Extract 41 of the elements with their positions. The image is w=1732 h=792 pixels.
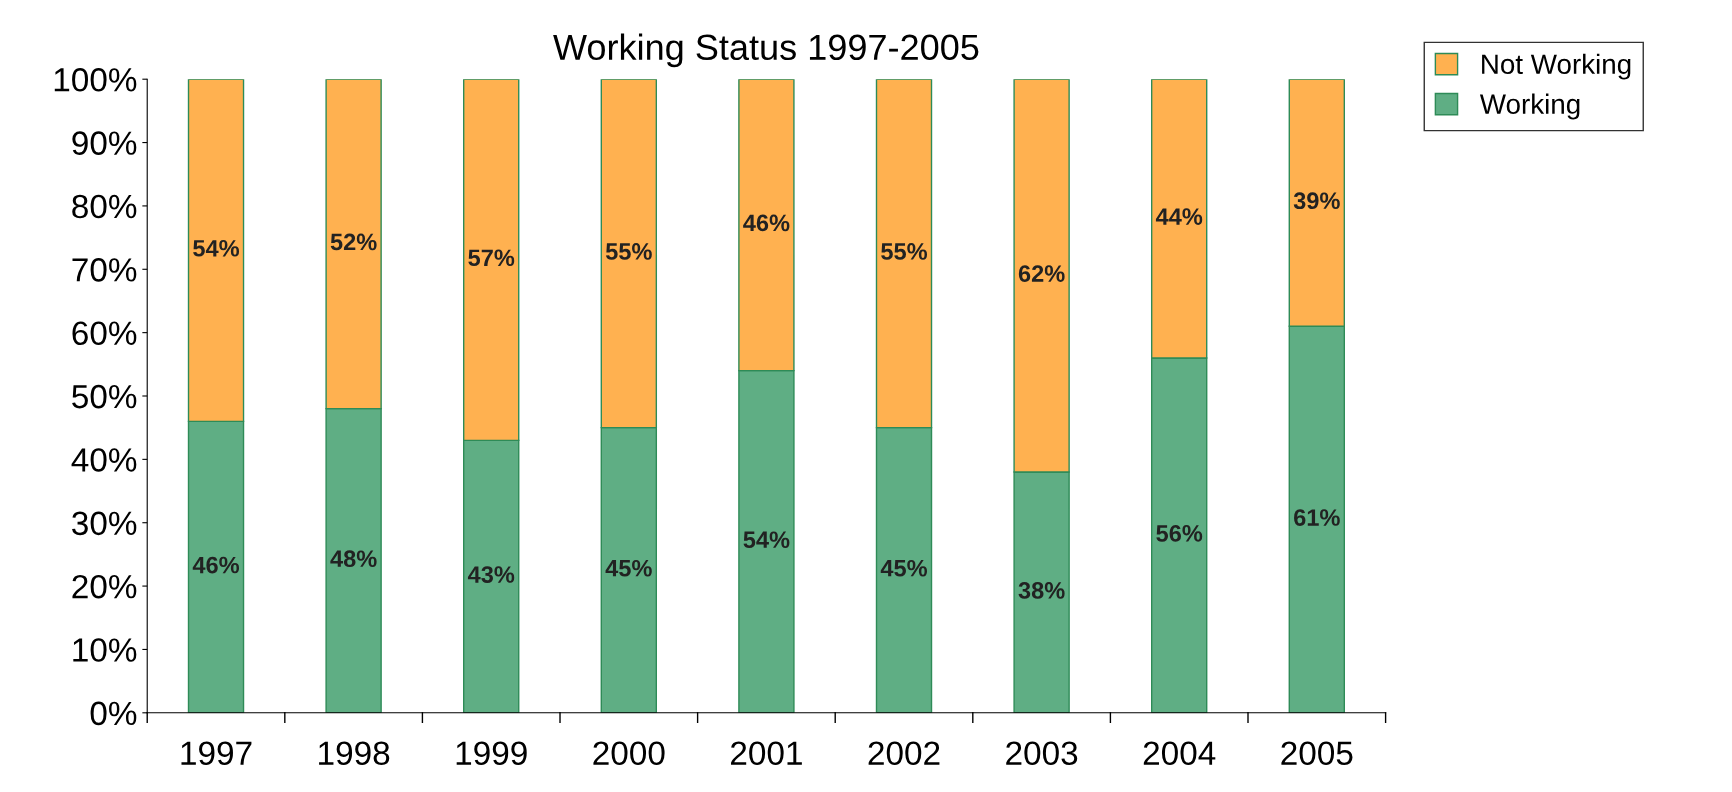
data-label: 56% xyxy=(1156,525,1203,542)
y-tick-label: 40% xyxy=(71,448,137,472)
data-label: 44% xyxy=(1155,208,1203,225)
legend-label: Working xyxy=(1479,93,1580,120)
data-label: 46% xyxy=(192,556,240,574)
x-tick-label: 2000 xyxy=(593,741,665,766)
data-label: 38% xyxy=(1018,582,1065,599)
x-tick-label: 1999 xyxy=(456,741,527,766)
data-label: 45% xyxy=(605,559,652,577)
y-tick-label: 80% xyxy=(72,194,137,219)
data-label: 61% xyxy=(1294,509,1340,526)
data-label: 55% xyxy=(881,243,928,260)
x-tick-label: 1997 xyxy=(181,741,252,766)
data-label: 55% xyxy=(605,243,652,260)
data-label: 46% xyxy=(743,214,790,232)
data-label: 52% xyxy=(330,233,377,251)
y-tick-label: 10% xyxy=(73,638,137,662)
x-tick-label: 2004 xyxy=(1143,741,1216,766)
data-label: 39% xyxy=(1293,192,1340,210)
data-label: 45% xyxy=(880,559,928,577)
data-label: 43% xyxy=(467,566,515,583)
data-label: 54% xyxy=(743,531,790,549)
data-label: 57% xyxy=(468,249,515,267)
legend-label: Not Working xyxy=(1482,53,1631,80)
y-tick-label: 100% xyxy=(54,68,137,92)
y-tick-label: 30% xyxy=(72,511,137,536)
data-label: 48% xyxy=(330,550,377,568)
y-tick-label: 20% xyxy=(72,574,137,599)
x-tick-label: 2005 xyxy=(1281,741,1353,766)
x-tick-label: 2002 xyxy=(868,741,940,766)
x-tick-label: 1998 xyxy=(319,741,390,766)
x-tick-label: 2001 xyxy=(731,741,802,766)
y-tick-label: 90% xyxy=(72,131,137,155)
data-label: 62% xyxy=(1018,265,1065,282)
y-tick-label: 0% xyxy=(90,701,137,726)
chart-title: Working Status 1997-2005 xyxy=(553,33,979,68)
y-tick-label: 50% xyxy=(72,384,137,409)
data-label: 54% xyxy=(193,239,240,257)
x-tick-label: 2003 xyxy=(1006,741,1078,766)
y-tick-label: 70% xyxy=(72,258,137,282)
y-tick-label: 60% xyxy=(72,321,137,346)
